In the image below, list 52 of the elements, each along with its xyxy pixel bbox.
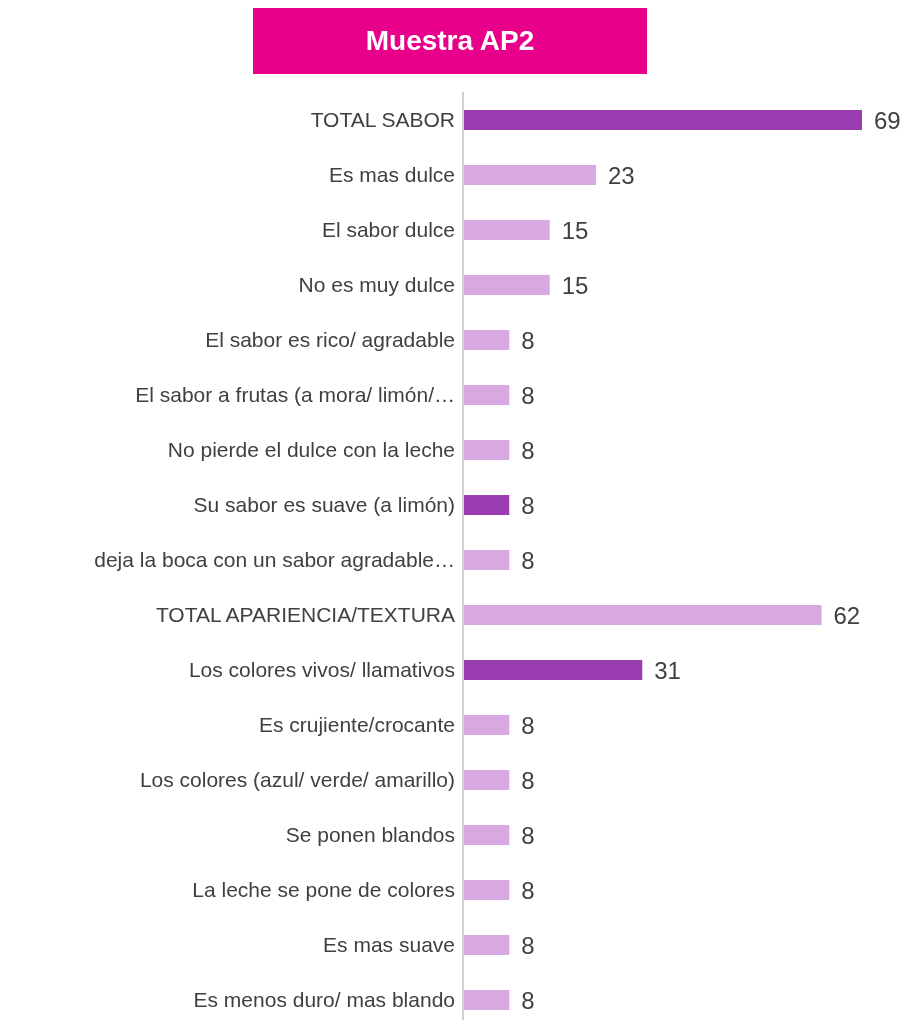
y-tick-label: Los colores vivos/ llamativos (188, 657, 455, 681)
data-label: 69 (874, 106, 901, 134)
bar (463, 495, 510, 515)
y-tick-label: deja la boca con un sabor agradable… (94, 547, 455, 571)
bar (463, 935, 510, 955)
y-tick-label: No es muy dulce (298, 272, 455, 296)
bar (463, 660, 643, 680)
data-label: 31 (654, 656, 681, 684)
bar (463, 715, 510, 735)
bar (463, 275, 550, 295)
y-tick-label: El sabor a frutas (a mora/ limón/… (135, 382, 455, 406)
data-label: 23 (608, 161, 635, 189)
data-label: 8 (521, 436, 535, 464)
y-tick-label: El sabor dulce (321, 217, 455, 241)
data-label: 8 (521, 766, 535, 794)
y-tick-label: No pierde el dulce con la leche (167, 437, 455, 461)
data-label: 8 (521, 931, 535, 959)
data-label: 8 (521, 491, 535, 519)
bar (463, 770, 510, 790)
y-tick-label: Su sabor es suave (a limón) (193, 492, 455, 516)
data-label: 8 (521, 986, 535, 1014)
y-tick-label: La leche se pone de colores (192, 877, 455, 901)
bar (463, 440, 510, 460)
bar (463, 220, 550, 240)
bar (463, 330, 510, 350)
data-label: 8 (521, 711, 535, 739)
chart-title: Muestra AP2 (253, 8, 647, 74)
data-label: 62 (833, 601, 861, 629)
data-label: 15 (561, 271, 589, 299)
bar (463, 880, 510, 900)
bar (463, 110, 862, 130)
bar (463, 605, 822, 625)
y-tick-label: TOTAL APARIENCIA/TEXTURA (155, 602, 455, 626)
y-tick-label: Se ponen blandos (285, 822, 455, 846)
y-tick-label: Es menos duro/ mas blando (193, 987, 455, 1011)
data-label: 8 (521, 821, 535, 849)
y-tick-label: Es mas dulce (328, 162, 455, 186)
bar (463, 165, 596, 185)
bar (463, 385, 510, 405)
bar (463, 990, 510, 1010)
data-label: 8 (521, 326, 535, 354)
data-label: 8 (521, 381, 535, 409)
y-tick-label: Los colores (azul/ verde/ amarillo) (139, 767, 455, 791)
y-tick-label: TOTAL SABOR (310, 107, 455, 131)
bar (463, 825, 510, 845)
bar (463, 550, 510, 570)
data-label: 8 (521, 546, 535, 574)
y-tick-label: El sabor es rico/ agradable (205, 327, 455, 351)
y-tick-label: Es crujiente/crocante (258, 712, 455, 736)
data-label: 15 (561, 216, 589, 244)
data-label: 8 (521, 876, 535, 904)
y-tick-label: Es mas suave (323, 932, 455, 956)
